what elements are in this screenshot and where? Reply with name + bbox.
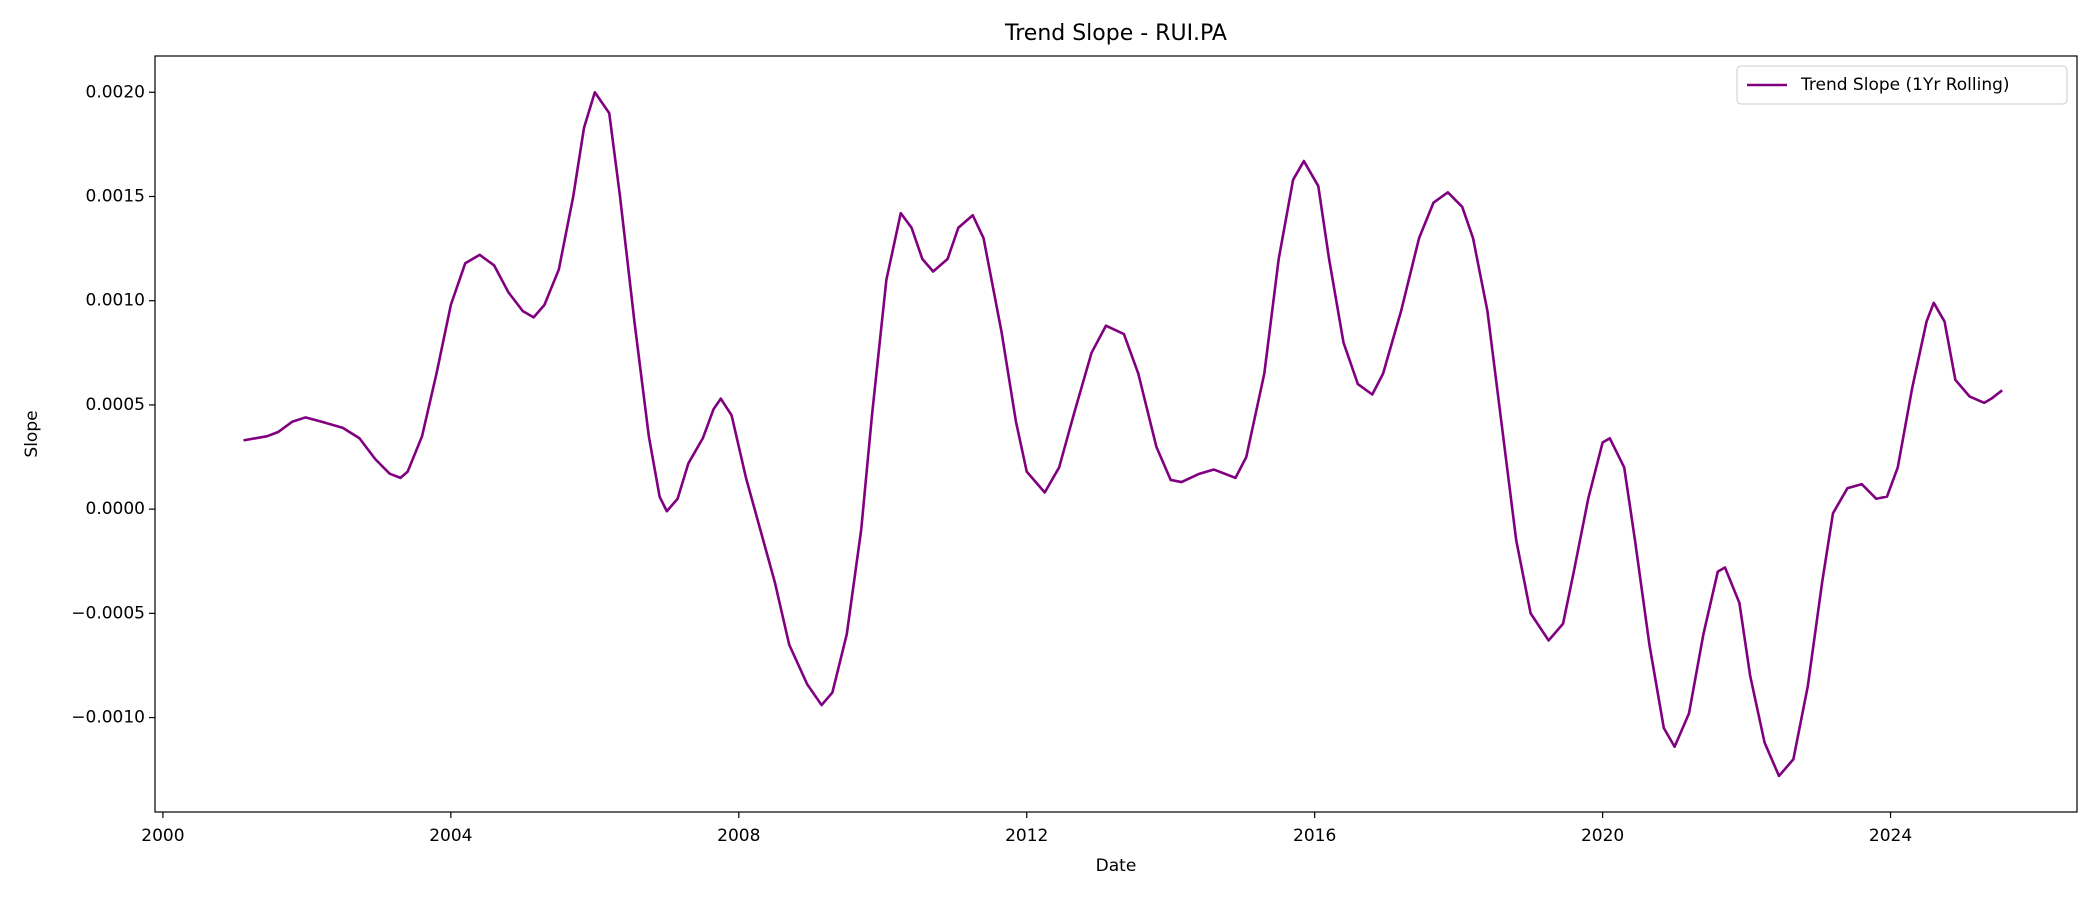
y-tick-label: 0.0010 — [86, 291, 145, 311]
y-tick-label: 0.0015 — [86, 186, 145, 206]
x-tick-label: 2024 — [1869, 826, 1912, 846]
y-tick-label: 0.0005 — [86, 395, 145, 415]
y-tick-label: −0.0010 — [71, 708, 145, 728]
y-tick-label: 0.0020 — [86, 82, 145, 102]
data-line — [243, 90, 2003, 778]
legend-box — [1736, 65, 2068, 105]
x-tick-label: 2000 — [141, 826, 184, 846]
x-axis-label: Date — [1096, 856, 1137, 876]
y-tick-label: −0.0005 — [71, 603, 145, 623]
plot-frame — [154, 55, 2078, 813]
x-tick-label: 2016 — [1293, 826, 1336, 846]
x-tick-label: 2004 — [429, 826, 472, 846]
chart-title: Trend Slope - RUI.PA — [1004, 21, 1227, 46]
y-axis-label: Slope — [22, 410, 42, 457]
x-tick-label: 2008 — [717, 826, 760, 846]
x-tick-label: 2012 — [1005, 826, 1048, 846]
y-tick-label: 0.0000 — [86, 499, 145, 519]
legend-label: Trend Slope (1Yr Rolling) — [1800, 75, 2010, 95]
x-tick-label: 2020 — [1581, 826, 1624, 846]
